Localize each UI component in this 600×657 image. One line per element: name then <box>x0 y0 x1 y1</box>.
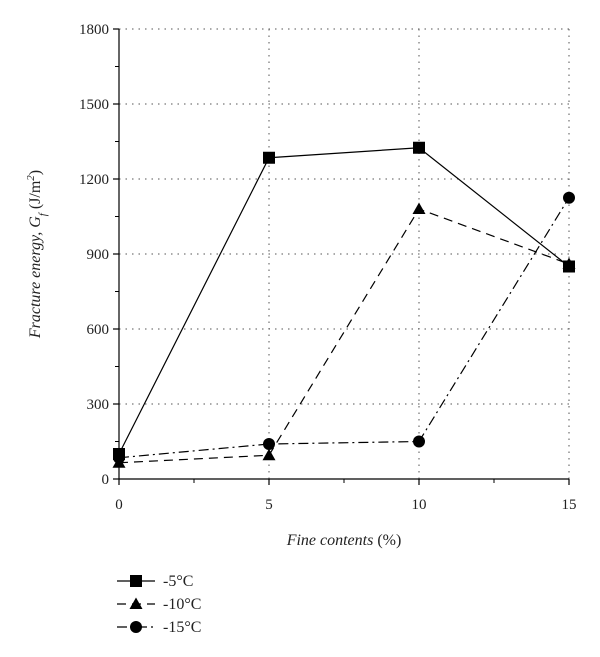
x-tick-label: 15 <box>562 497 577 513</box>
y-tick-label: 300 <box>87 397 110 413</box>
data-point <box>262 448 276 461</box>
y-tick-label: 1800 <box>79 22 109 38</box>
legend-item: -5°C <box>117 573 193 590</box>
series-2 <box>112 202 576 468</box>
data-point <box>263 151 275 164</box>
x-tick-label: 10 <box>412 497 427 513</box>
legend-item: -10°C <box>117 596 201 613</box>
legend-marker <box>130 575 142 587</box>
data-point <box>562 257 576 269</box>
series-line <box>118 208 570 464</box>
legend-marker <box>129 597 143 609</box>
legend-label: -10°C <box>163 596 201 613</box>
legend-label: -15°C <box>163 619 201 636</box>
y-tick-label: 900 <box>87 247 110 263</box>
series-3 <box>113 191 575 464</box>
data-point <box>413 141 425 154</box>
x-axis-label: Fine contents (%) <box>286 532 402 549</box>
y-axis-label: Fracture energy, Gf (J/m2) <box>25 170 49 339</box>
series <box>112 141 576 468</box>
series-line <box>118 197 570 459</box>
y-tick-label: 1200 <box>79 172 109 188</box>
grid <box>119 28 570 479</box>
y-tick-label: 1500 <box>79 97 109 113</box>
legend-item: -15°C <box>117 619 201 636</box>
y-tick-label: 0 <box>102 472 110 488</box>
x-tick-label: 5 <box>265 497 273 513</box>
legend-marker <box>130 621 142 633</box>
legend-label: -5°C <box>163 573 193 590</box>
legend: -5°C -10°C -15°C <box>117 573 201 636</box>
data-point <box>413 435 425 448</box>
data-point <box>563 191 575 204</box>
data-point <box>263 438 275 450</box>
data-point <box>113 451 125 464</box>
x-tick-label: 0 <box>115 497 123 513</box>
data-point <box>412 202 426 214</box>
ticks: 0 300 600 900 1200 1500 1800 0 5 10 15 <box>79 22 577 513</box>
series-line <box>118 147 570 455</box>
y-tick-label: 600 <box>87 322 110 338</box>
axes <box>118 29 569 480</box>
